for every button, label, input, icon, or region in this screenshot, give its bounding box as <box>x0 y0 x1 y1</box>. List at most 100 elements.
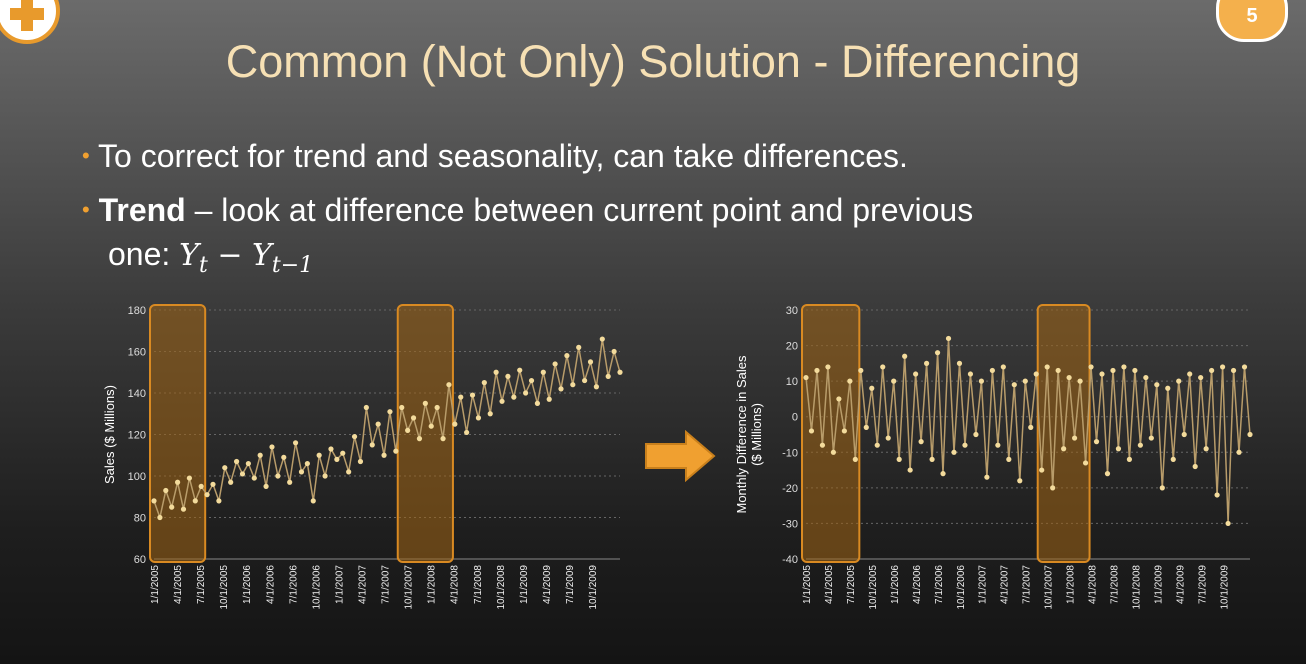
data-point <box>1132 367 1138 374</box>
formula: Yt − Yt−1 <box>179 238 313 278</box>
y-tick-label: 140 <box>128 388 146 400</box>
x-tick-label: 10/1/2009 <box>1219 565 1230 610</box>
data-point <box>381 452 387 458</box>
data-point <box>940 471 946 477</box>
slide-title: Common (Not Only) Solution - Differencin… <box>225 36 1081 87</box>
y-tick-label: 20 <box>786 341 798 353</box>
data-point <box>858 367 864 374</box>
difference-chart: -40 -30 -20 -10 0 10 20 30 1/1/2005 4/1/2005 7/1/2… <box>734 304 1253 610</box>
data-point <box>281 454 287 460</box>
data-point <box>967 371 974 377</box>
data-point <box>989 367 995 374</box>
data-point <box>1241 364 1248 370</box>
data-point <box>956 360 963 366</box>
data-point <box>351 433 358 440</box>
data-point <box>163 487 169 494</box>
data-point <box>357 458 364 465</box>
data-point <box>570 382 576 388</box>
x-tick-label: 1/1/2005 <box>802 565 813 604</box>
data-point <box>582 377 588 384</box>
data-point <box>416 436 423 442</box>
data-point <box>558 386 564 392</box>
data-point <box>523 390 529 396</box>
x-tick-label: 1/1/2009 <box>519 565 530 604</box>
formula-y1: Y <box>179 238 199 273</box>
data-point <box>346 469 352 475</box>
data-point <box>399 404 405 411</box>
data-point <box>929 456 935 462</box>
data-point <box>1176 378 1182 384</box>
data-point <box>1198 374 1204 381</box>
data-point <box>434 404 440 411</box>
data-point <box>923 360 930 366</box>
data-point <box>487 411 493 417</box>
data-point <box>410 415 417 421</box>
x-tick-label: 7/1/2006 <box>934 565 945 604</box>
data-point <box>552 361 558 367</box>
y-tick-label: -20 <box>782 483 798 495</box>
data-point <box>1187 371 1193 377</box>
x-tick-label: 4/1/2008 <box>1088 565 1099 604</box>
data-point <box>978 378 985 384</box>
data-point <box>984 474 990 480</box>
right-arrow-icon <box>645 430 716 482</box>
y-tick-label: 180 <box>128 305 146 317</box>
bullet-dot-icon: • <box>82 143 90 168</box>
formula-y2: Y <box>252 238 272 273</box>
data-point <box>1066 374 1072 381</box>
data-point <box>198 483 204 489</box>
data-point <box>1088 364 1094 370</box>
data-point <box>304 460 310 467</box>
x-tick-label: 1/1/2008 <box>1066 565 1077 604</box>
x-tick-label: 7/1/2008 <box>1110 565 1121 604</box>
data-point <box>1121 364 1127 370</box>
data-point <box>375 421 381 427</box>
x-tick-label: 10/1/2006 <box>956 565 967 610</box>
data-point <box>481 380 487 386</box>
y-tick-label: -30 <box>782 518 798 530</box>
data-point <box>1137 442 1143 448</box>
highlight-box <box>149 304 207 563</box>
data-point <box>576 344 582 350</box>
x-tick-label: 10/1/2006 <box>311 565 322 610</box>
data-point <box>469 392 476 398</box>
data-point <box>951 449 957 455</box>
x-tick-label: 10/1/2005 <box>868 565 879 610</box>
x-tick-label: 1/1/2005 <box>150 565 161 604</box>
data-point <box>1050 485 1056 491</box>
data-point <box>1017 478 1023 484</box>
data-point <box>841 428 847 434</box>
bullet-1-text: To correct for trend and seasonality, ca… <box>98 138 908 174</box>
data-point <box>945 335 952 342</box>
data-point <box>1126 456 1133 462</box>
data-point <box>808 428 815 434</box>
x-tick-label: 1/1/2006 <box>890 565 901 604</box>
data-point <box>1181 431 1187 438</box>
x-tick-label: 4/1/2005 <box>173 565 184 604</box>
data-point <box>1203 446 1209 452</box>
data-point <box>505 373 511 379</box>
data-point <box>587 359 594 365</box>
data-point <box>1061 446 1067 452</box>
data-point <box>475 415 482 421</box>
data-point <box>611 348 617 355</box>
data-point <box>458 394 464 400</box>
data-point <box>814 367 820 374</box>
series-line <box>153 338 621 521</box>
x-tick-label: 7/1/2006 <box>288 565 299 604</box>
data-point <box>316 452 322 458</box>
x-tick-label: 7/1/2007 <box>1022 565 1033 604</box>
data-point <box>517 367 523 373</box>
data-point <box>819 442 826 448</box>
y-axis-label: ($ Millions) <box>749 403 764 466</box>
data-point <box>617 369 623 375</box>
data-point <box>216 498 222 504</box>
data-point <box>1022 378 1028 384</box>
data-point <box>210 481 216 487</box>
data-point <box>1219 364 1226 370</box>
y-tick-label: 100 <box>128 471 146 483</box>
data-point <box>891 378 897 384</box>
data-point <box>228 479 234 485</box>
y-tick-label: -40 <box>782 554 798 566</box>
x-tick-label: 4/1/2009 <box>1175 565 1186 604</box>
